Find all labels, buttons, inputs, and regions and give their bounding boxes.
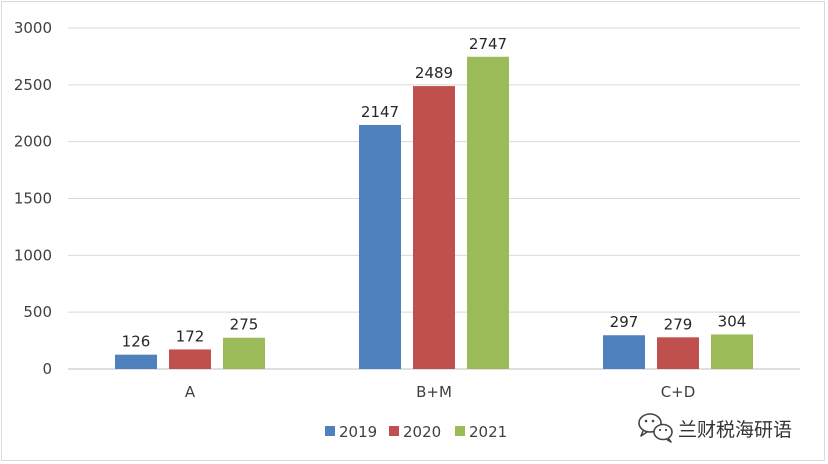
data-label: 2489 xyxy=(415,64,453,82)
data-label: 304 xyxy=(718,312,747,330)
y-tick-label: 1500 xyxy=(14,190,52,208)
y-tick-label: 2000 xyxy=(14,133,52,151)
bar xyxy=(603,335,645,369)
data-label: 275 xyxy=(230,316,259,334)
legend-item: 2019 xyxy=(325,423,377,441)
legend-item: 2021 xyxy=(455,423,507,441)
legend-label: 2019 xyxy=(339,423,377,441)
y-tick-label: 500 xyxy=(23,303,52,321)
bar xyxy=(223,337,265,369)
wechat-icon xyxy=(638,413,673,443)
bar xyxy=(359,124,401,369)
x-axis-categories: A B+M C+D xyxy=(185,383,695,401)
bar xyxy=(467,56,509,370)
y-tick-label: 1000 xyxy=(14,246,52,264)
data-label: 297 xyxy=(610,313,639,331)
legend: 2019 2020 2021 xyxy=(325,423,507,441)
x-category-label: B+M xyxy=(416,383,452,401)
bar xyxy=(711,334,753,369)
y-tick-label: 2500 xyxy=(14,76,52,94)
data-label: 126 xyxy=(122,333,151,351)
legend-label: 2020 xyxy=(403,423,441,441)
legend-label: 2021 xyxy=(469,423,507,441)
data-label: 2147 xyxy=(361,103,399,121)
legend-swatch xyxy=(455,426,465,436)
data-labels: 126 172 275 2147 2489 2747 297 279 304 xyxy=(122,35,747,351)
data-label: 2747 xyxy=(469,35,507,53)
legend-swatch xyxy=(389,426,399,436)
x-category-label: C+D xyxy=(661,383,696,401)
legend-item: 2020 xyxy=(389,423,441,441)
x-category-label: A xyxy=(185,383,196,401)
watermark-text: 兰财税海研语 xyxy=(678,419,792,441)
data-label: 172 xyxy=(176,327,205,345)
bars xyxy=(115,56,753,370)
bar xyxy=(413,86,455,369)
watermark: 兰财税海研语 xyxy=(638,413,792,443)
y-axis-ticks: 0 500 1000 1500 2000 2500 3000 xyxy=(14,19,52,378)
y-tick-label: 0 xyxy=(42,360,52,378)
bar xyxy=(115,354,157,369)
bar xyxy=(657,337,699,369)
y-tick-label: 3000 xyxy=(14,19,52,37)
legend-swatch xyxy=(325,426,335,436)
data-label: 279 xyxy=(664,315,693,333)
bar xyxy=(169,349,211,369)
